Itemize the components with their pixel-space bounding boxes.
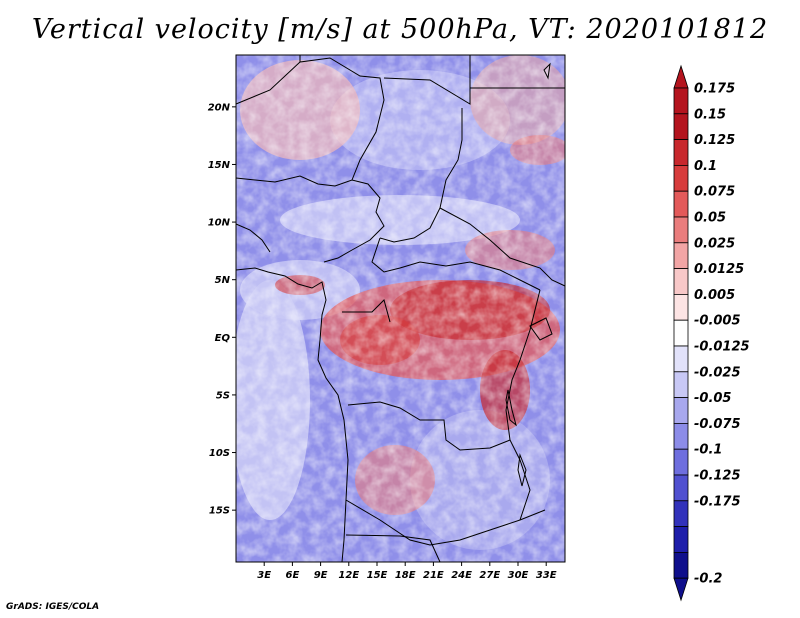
field-texture — [236, 55, 565, 562]
national-border — [235, 223, 271, 253]
colorbar-label: 0.075 — [694, 185, 735, 200]
colorbar-label: 0.125 — [694, 133, 735, 148]
lat-tick-label: 20N — [208, 102, 231, 113]
colorbar-segment — [673, 397, 689, 424]
lon-tick-label: 33E — [536, 570, 557, 581]
colorbar: 0.175 0.15 0.125 0.1 0.075 0.05 0.025 0.0125 0.0… — [673, 64, 750, 602]
lon-tick-label: 30E — [508, 570, 529, 581]
lat-tick-label: 5S — [216, 390, 230, 401]
colorbar-label: -0.05 — [694, 391, 731, 406]
field-shading — [236, 55, 565, 562]
national-border — [505, 289, 541, 521]
latitude-axis: 20N 15N 10N 5N EQ 5S 10S 15S — [208, 102, 236, 517]
colorbar-label: 0.15 — [694, 107, 726, 122]
colorbar-bottom-arrow — [673, 577, 689, 602]
colorbar-top-arrow — [673, 64, 689, 89]
lat-tick-label: 15N — [208, 160, 231, 171]
lon-tick-label: 27E — [479, 570, 500, 581]
lat-tick-label: EQ — [215, 333, 231, 344]
colorbar-segment — [673, 164, 689, 192]
colorbar-label: -0.075 — [694, 417, 741, 432]
lon-tick-label: 15E — [367, 570, 388, 581]
national-border — [347, 401, 511, 451]
boundaries — [235, 55, 566, 563]
colorbar-label: 0.0125 — [694, 262, 744, 277]
lat-tick-label: 10N — [208, 218, 231, 229]
lat-tick-label: 15S — [209, 506, 230, 517]
lake-shore — [529, 317, 553, 341]
national-border — [371, 237, 541, 291]
colorbar-label: -0.0125 — [694, 340, 750, 355]
colorbar-segment — [673, 87, 689, 115]
lon-tick-label: 6E — [286, 570, 300, 581]
colorbar-label: -0.005 — [694, 314, 741, 329]
lon-tick-label: 21E — [423, 570, 444, 581]
national-border — [235, 61, 301, 105]
colorbar-segment — [673, 474, 689, 502]
lake-shore — [517, 453, 527, 487]
lon-tick-label: 24E — [451, 570, 472, 581]
colorbar-segment — [673, 526, 689, 553]
colorbar-segment — [673, 293, 689, 321]
colorbar-segment — [673, 216, 689, 244]
national-border — [235, 175, 385, 263]
colorbar-segment — [673, 242, 689, 270]
colorbar-segment — [673, 448, 689, 476]
lake-shore — [543, 62, 551, 80]
lon-tick-label: 18E — [395, 570, 416, 581]
colorbar-segment — [673, 422, 689, 450]
colorbar-label: -0.125 — [694, 469, 741, 484]
colorbar-segment — [673, 319, 689, 347]
colorbar-label: -0.1 — [694, 443, 722, 458]
map-title: Vertical velocity [m/s] at 500hPa, VT: 2… — [31, 14, 769, 45]
colorbar-label: 0.1 — [694, 159, 717, 174]
grads-credit: GrADS: IGES/COLA — [6, 602, 100, 612]
colorbar-segment — [673, 190, 689, 218]
colorbar-segment — [673, 113, 689, 141]
colorbar-label: 0.025 — [694, 236, 735, 251]
colorbar-label: -0.025 — [694, 365, 741, 380]
colorbar-segment — [673, 552, 689, 579]
national-border — [345, 499, 546, 546]
national-border — [439, 207, 566, 287]
colorbar-label: -0.2 — [694, 572, 722, 587]
lat-tick-label: 10S — [209, 448, 230, 459]
colorbar-label: 0.05 — [694, 211, 726, 226]
lon-tick-label: 12E — [338, 570, 359, 581]
colorbar-label: 0.175 — [694, 82, 735, 97]
colorbar-label: 0.005 — [694, 288, 735, 303]
colorbar-segment — [673, 500, 689, 527]
national-border — [299, 55, 385, 181]
colorbar-segment — [673, 371, 689, 398]
coastline — [235, 267, 349, 563]
colorbar-segment — [673, 345, 689, 373]
lake-shore — [505, 389, 517, 427]
national-border — [342, 299, 391, 323]
colorbar-label: -0.175 — [694, 494, 741, 509]
colorbar-segment — [673, 268, 689, 295]
lon-tick-label: 3E — [257, 570, 271, 581]
lat-tick-label: 5N — [215, 275, 231, 286]
longitude-axis: 3E 6E 9E 12E 15E 18E 21E 24E 27E 30E 33E — [257, 562, 557, 581]
lon-tick-label: 9E — [314, 570, 328, 581]
colorbar-segment — [673, 139, 689, 166]
national-border — [345, 534, 441, 563]
national-border — [383, 55, 471, 105]
map-frame — [235, 54, 566, 563]
